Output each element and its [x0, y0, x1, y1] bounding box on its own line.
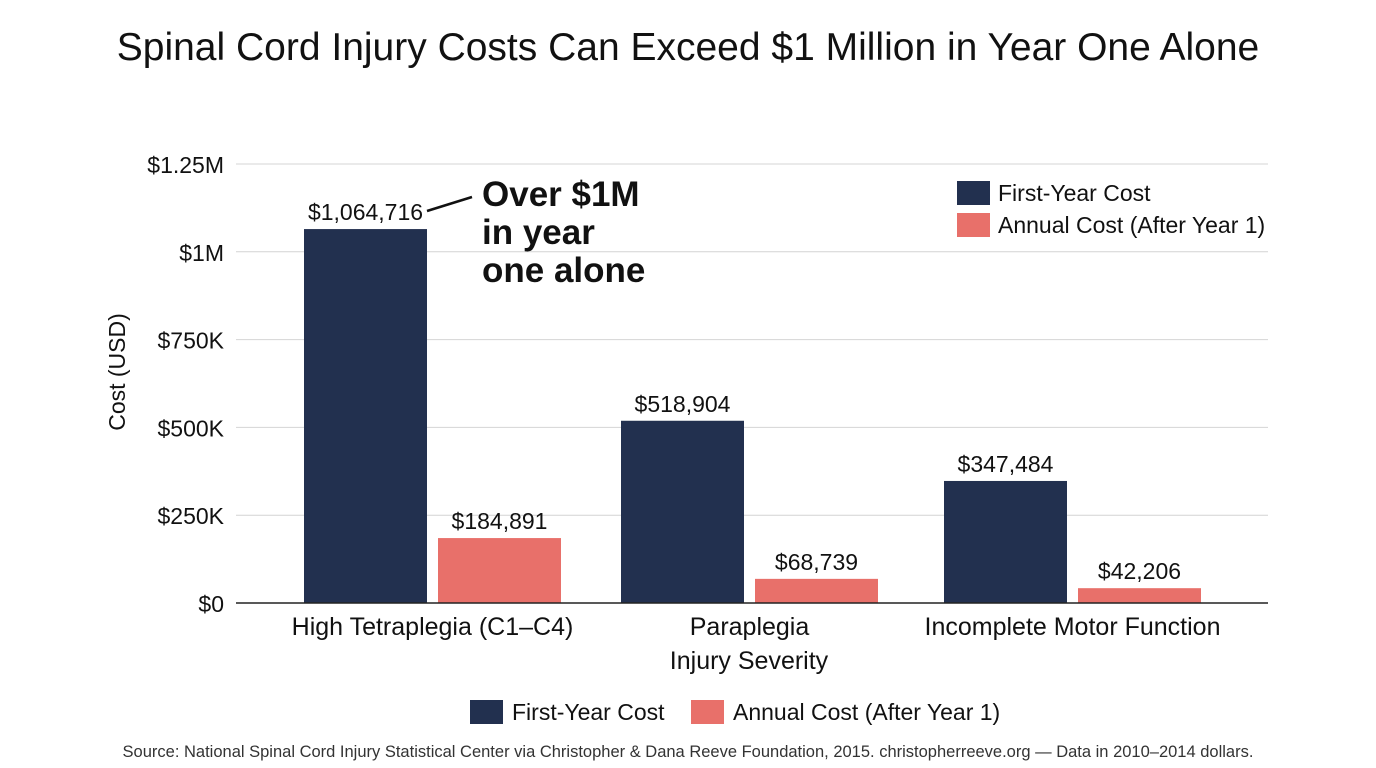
x-category-label: High Tetraplegia (C1–C4): [292, 613, 574, 641]
legend-top-right: First-Year Cost Annual Cost (After Year 1…: [957, 180, 1265, 238]
legend-entry: Annual Cost (After Year 1): [733, 699, 1000, 725]
legend-swatch: [957, 213, 990, 237]
source-note: Source: National Spinal Cord Injury Stat…: [122, 743, 1254, 761]
bar-first-year-1: [621, 420, 744, 603]
bar-first-year-0: [304, 229, 427, 603]
legend-swatch: [470, 700, 503, 724]
bar-annual-0: [438, 538, 561, 603]
data-label: $42,206: [1098, 558, 1181, 584]
annotation-leader-line: [426, 195, 473, 213]
y-tick-label: $750K: [157, 328, 224, 354]
x-category-label: Paraplegia: [690, 613, 810, 641]
data-label: $68,739: [775, 549, 858, 575]
legend-entry: First-Year Cost: [998, 180, 1151, 206]
y-tick-label: $1M: [179, 240, 224, 266]
chart-title: Spinal Cord Injury Costs Can Exceed $1 M…: [116, 26, 1260, 69]
legend-bottom: First-Year Cost Annual Cost (After Year 1…: [470, 699, 1000, 725]
y-axis-label: Cost (USD): [104, 313, 130, 431]
y-tick-label: $250K: [157, 503, 224, 529]
data-label: $518,904: [635, 391, 731, 417]
y-tick-label: $500K: [157, 415, 224, 441]
data-label: $347,484: [958, 451, 1054, 477]
y-axis-ticks: $0 $250K $500K $750K $1M $1.25M: [147, 152, 224, 617]
data-labels: $1,064,716 $184,891 $518,904 $68,739 $347,48…: [308, 199, 1181, 584]
bar-annual-2: [1078, 588, 1201, 603]
x-category-label: Incomplete Motor Function: [925, 613, 1221, 641]
legend-swatch: [957, 181, 990, 205]
bars: [304, 229, 1201, 603]
x-axis-label: Injury Severity: [670, 647, 829, 675]
data-label: $184,891: [452, 508, 548, 534]
annotation-text: in year: [482, 213, 595, 252]
bar-annual-1: [755, 578, 878, 603]
annotation-text: Over $1M: [482, 175, 640, 214]
legend-swatch: [691, 700, 724, 724]
legend-entry: First-Year Cost: [512, 699, 665, 725]
y-tick-label: $1.25M: [147, 152, 224, 178]
annotation-text: one alone: [482, 251, 645, 290]
data-label: $1,064,716: [308, 199, 423, 225]
x-axis-categories: High Tetraplegia (C1–C4) Paraplegia Incomp…: [292, 613, 1221, 641]
legend-entry: Annual Cost (After Year 1): [998, 212, 1265, 238]
y-tick-label: $0: [198, 591, 224, 617]
bar-first-year-2: [944, 480, 1067, 603]
